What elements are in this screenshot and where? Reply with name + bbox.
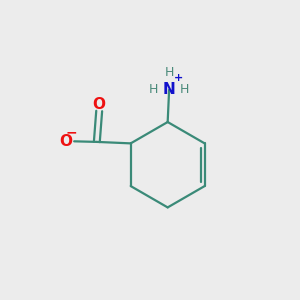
Text: N: N [163, 82, 175, 97]
Text: −: − [66, 125, 78, 139]
Text: +: + [174, 73, 183, 83]
Text: O: O [93, 97, 106, 112]
Text: O: O [59, 134, 72, 149]
Text: H: H [149, 82, 158, 95]
Text: H: H [164, 66, 174, 79]
Text: H: H [180, 82, 189, 95]
